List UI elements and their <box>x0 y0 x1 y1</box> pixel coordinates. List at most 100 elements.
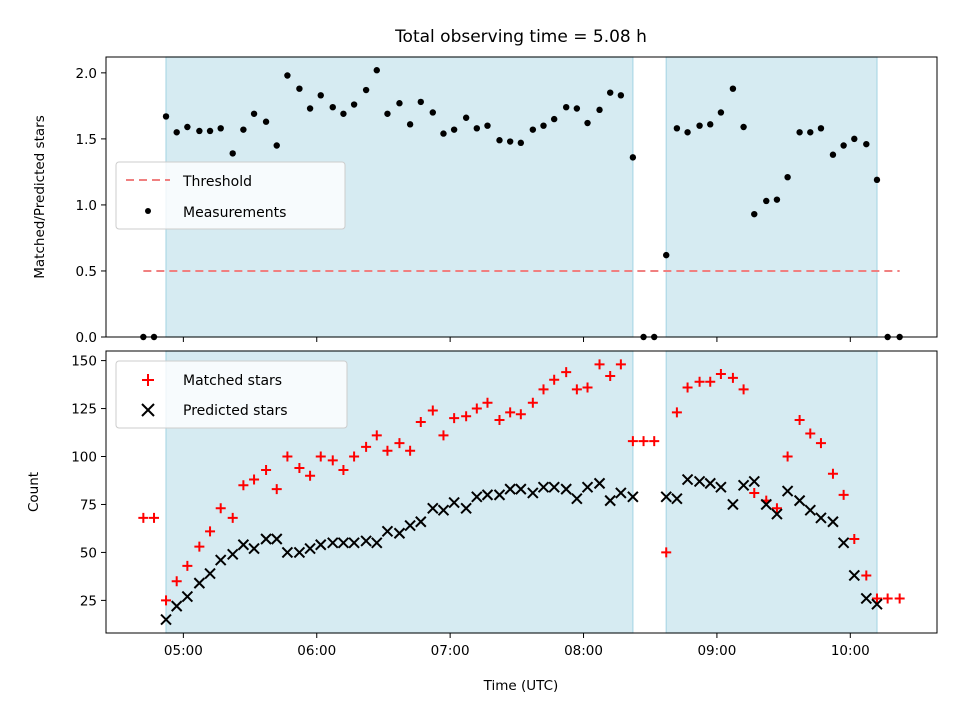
predicted-point <box>348 537 360 549</box>
matched-point <box>249 474 260 485</box>
predicted-point <box>337 537 350 549</box>
measurement-point <box>784 173 791 181</box>
matched-point <box>438 430 449 441</box>
measurement-point <box>462 114 470 121</box>
predicted-point <box>215 554 227 566</box>
measurement-point <box>306 105 314 112</box>
measurement-point <box>440 130 447 137</box>
matched-point <box>849 534 860 544</box>
matched-point <box>538 384 549 395</box>
predicted-point <box>248 542 260 555</box>
predicted-point <box>781 485 794 497</box>
matched-point <box>771 503 782 514</box>
predicted-point <box>727 498 739 511</box>
series-measurements <box>140 67 903 341</box>
matched-point <box>361 441 372 452</box>
predicted-point <box>737 479 750 491</box>
measurement-point <box>362 86 370 94</box>
x-tick-label: 07:00 <box>431 643 470 659</box>
matched-point <box>871 593 882 604</box>
predicted-point <box>448 496 460 509</box>
matched-point <box>482 397 493 408</box>
predicted-point <box>771 508 783 520</box>
measurement-point <box>584 119 591 127</box>
legend-bottom: Matched stars Predicted stars <box>115 360 348 429</box>
bottom-panel-counts: 25 50 75 100 125 150 05:00 06:00 07:00 08:00 09:00… <box>26 350 938 659</box>
legend-predicted-label: Predicted stars <box>183 403 288 419</box>
y-tick-label: 0.0 <box>76 330 97 346</box>
matched-point <box>627 436 638 447</box>
measurement-point <box>596 106 603 114</box>
matched-point <box>182 560 193 571</box>
measurement-point <box>184 123 191 131</box>
predicted-point <box>748 475 760 488</box>
matched-point <box>227 512 238 523</box>
y-tick-label: 75 <box>80 497 97 513</box>
matched-point <box>171 576 182 587</box>
measurement-point <box>429 109 436 116</box>
measurement-point <box>851 135 858 143</box>
predicted-point <box>627 491 639 503</box>
matched-point <box>371 430 382 441</box>
y-tick-label: 1.5 <box>76 132 97 148</box>
matched-point <box>282 451 293 462</box>
matched-point <box>615 359 626 370</box>
matched-point <box>394 438 405 449</box>
x-tick-label: 10:00 <box>831 643 870 659</box>
matched-point <box>682 382 693 393</box>
matched-point <box>861 570 872 581</box>
measurement-point <box>740 123 747 131</box>
predicted-point <box>615 487 627 499</box>
predicted-point <box>304 542 316 555</box>
measurement-point <box>607 89 614 96</box>
series-predicted-stars <box>160 473 883 626</box>
matched-point <box>494 415 505 426</box>
predicted-point <box>393 527 406 539</box>
predicted-point <box>815 512 827 524</box>
predicted-point <box>315 539 327 551</box>
y-axis-label: Matched/Predicted stars <box>32 115 48 278</box>
measurement-point <box>450 126 458 133</box>
predicted-point <box>493 489 506 501</box>
measurement-point <box>617 92 625 99</box>
measurement-point <box>284 72 291 79</box>
plot-frame <box>105 56 938 338</box>
legend-box <box>115 161 346 230</box>
matched-point <box>882 593 893 604</box>
matched-point <box>294 463 305 474</box>
predicted-point <box>515 483 527 495</box>
measurement-point <box>696 122 703 129</box>
y-tick-label: 150 <box>71 354 97 370</box>
measurement-point <box>250 110 258 117</box>
matched-point <box>461 411 472 422</box>
predicted-point <box>871 598 883 610</box>
measurement-point <box>517 139 525 147</box>
measurement-point <box>684 129 691 136</box>
predicted-point <box>293 546 306 559</box>
matched-point <box>582 382 593 393</box>
y-tick-label: 125 <box>71 402 97 418</box>
matched-point <box>894 593 905 604</box>
matched-point <box>594 359 605 370</box>
predicted-point <box>693 475 706 488</box>
measurement-point <box>717 109 725 116</box>
x-tick-label: 08:00 <box>564 643 603 659</box>
matched-point <box>515 409 526 420</box>
matched-point <box>505 407 516 418</box>
matched-point <box>605 370 616 381</box>
top-panel-ratio: 0.0 0.5 1.0 1.5 2.0 Matched/Predicted stars Th… <box>32 56 938 346</box>
legend-measurements-swatch <box>145 208 151 214</box>
measurement-point <box>162 113 170 120</box>
measurement-point <box>751 210 758 218</box>
matched-point <box>205 526 216 537</box>
measurement-point <box>562 103 570 111</box>
predicted-point <box>160 613 172 626</box>
y-tick-label: 25 <box>80 593 97 609</box>
measurement-point <box>196 127 203 135</box>
predicted-point <box>170 600 183 612</box>
predicted-point <box>227 548 239 561</box>
predicted-point <box>237 539 250 551</box>
matched-point <box>405 445 416 456</box>
measurement-point <box>473 125 481 132</box>
predicted-point <box>760 498 772 511</box>
